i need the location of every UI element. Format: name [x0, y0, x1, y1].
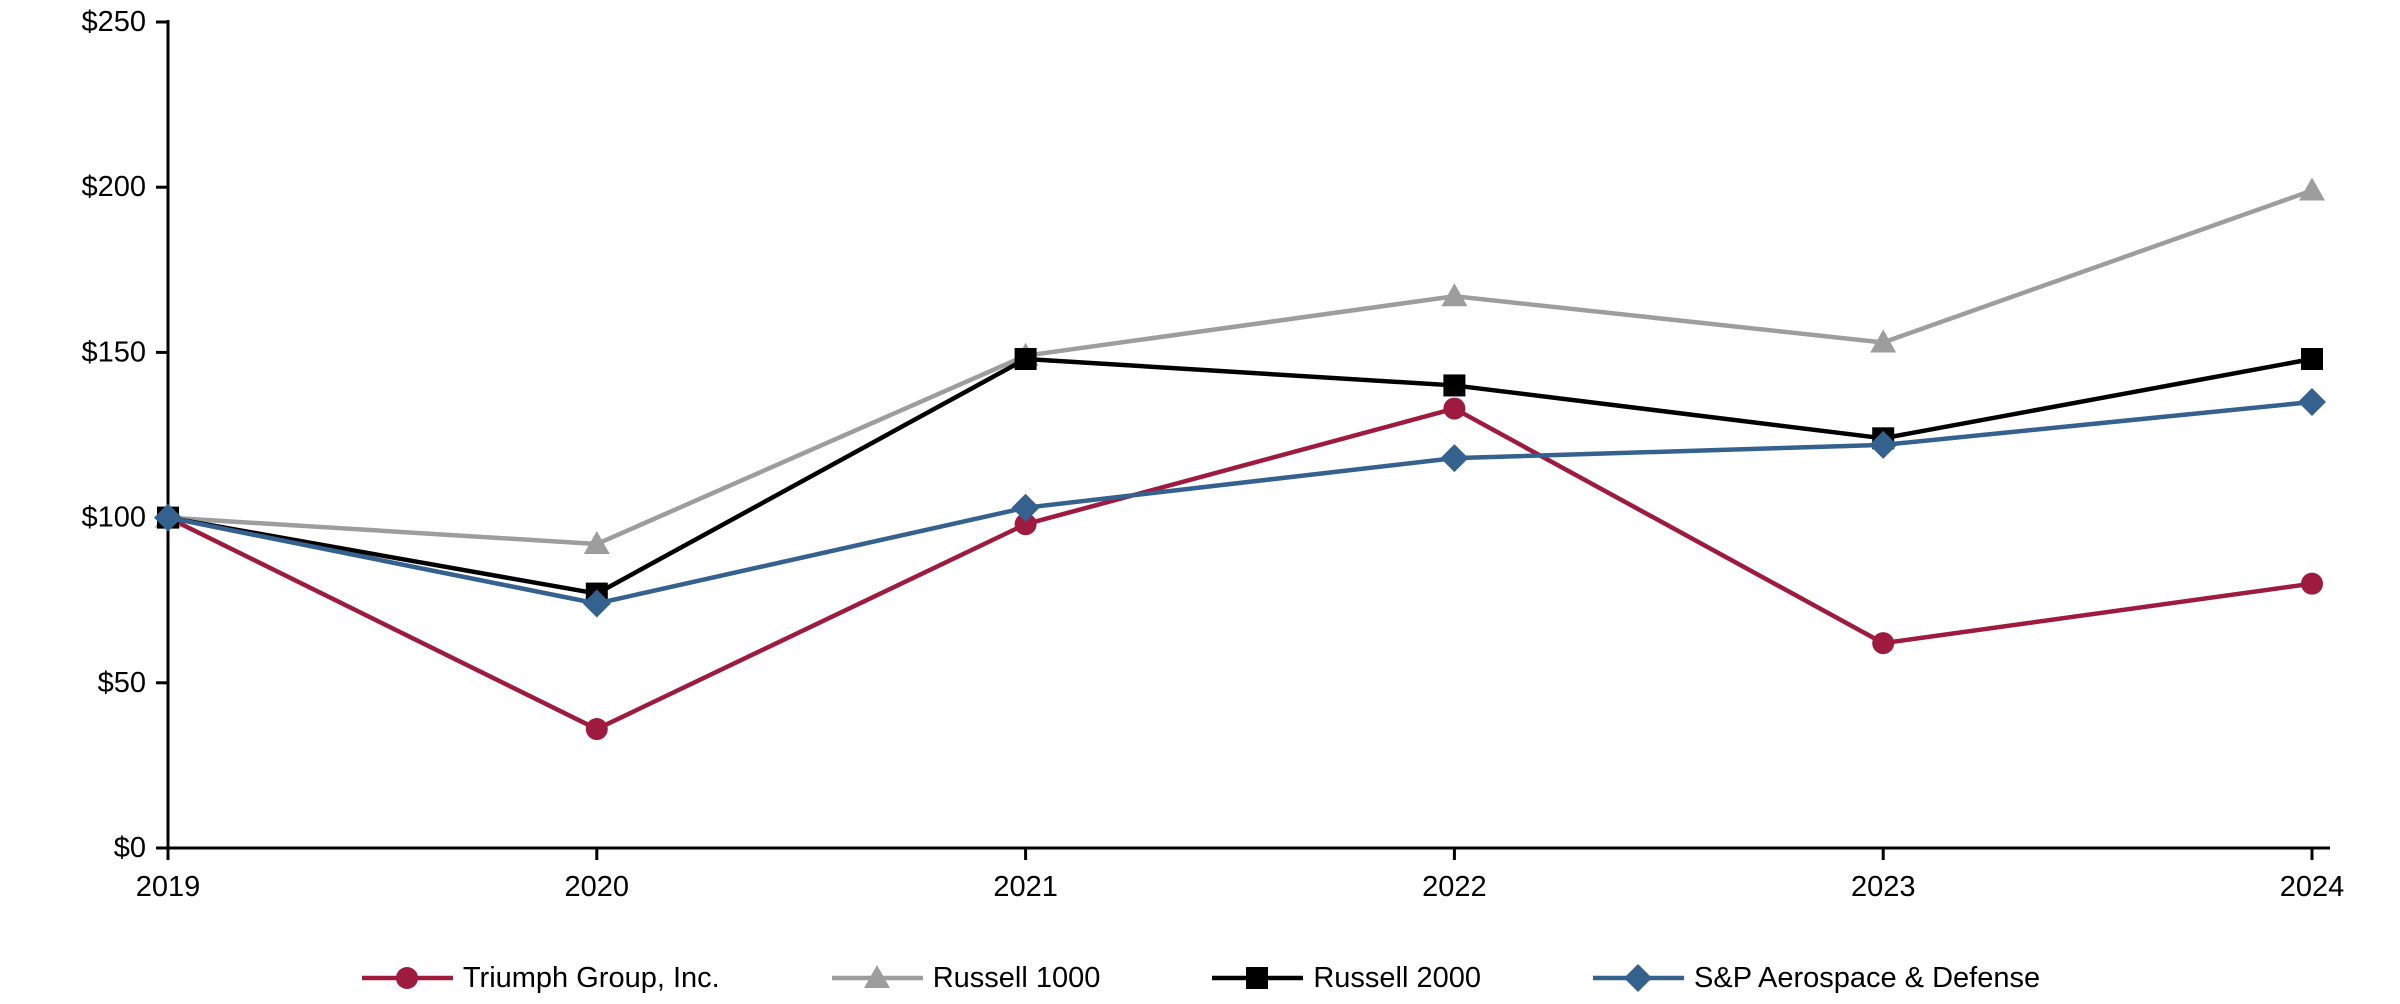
series-marker [1440, 444, 1469, 473]
legend-item-sp-aerospace-defense: S&P Aerospace & Defense [1591, 961, 2040, 995]
x-axis-tick-label: 2019 [136, 871, 201, 903]
triangle-marker-icon [831, 965, 923, 988]
y-axis-tick-label: $100 [81, 502, 146, 534]
series-marker [585, 718, 608, 741]
legend-marker-shape [395, 967, 418, 989]
legend-marker-shape [1624, 964, 1653, 992]
legend-item-triumph-group: Triumph Group, Inc. [360, 961, 720, 995]
y-axis-tick-label: $0 [114, 832, 146, 864]
series-marker [583, 531, 610, 555]
series-line [165, 356, 2315, 596]
x-axis-tick-label: 2020 [565, 871, 630, 903]
series-marker [1443, 374, 1466, 397]
series-marker [582, 589, 611, 618]
legend-label-russell-2000: Russell 2000 [1313, 961, 1482, 994]
legend-item-russell-1000: Russell 1000 [830, 961, 1101, 995]
y-axis-tick-label: $200 [81, 171, 146, 203]
x-axis-tick-label: 2021 [993, 871, 1058, 903]
legend-marker-shape [1246, 967, 1269, 989]
y-axis-tick-label: $150 [81, 336, 146, 368]
series-marker [154, 503, 182, 532]
series-marker [2301, 348, 2323, 371]
series-marker [1441, 283, 1468, 307]
series-line [165, 406, 2315, 732]
series-marker [1869, 430, 1898, 459]
series-marker [1872, 632, 1895, 655]
series-line [165, 399, 2315, 606]
legend-label-triumph-group: Triumph Group, Inc. [462, 961, 720, 994]
series-marker [1443, 397, 1466, 420]
x-axis-tick-label: 2022 [1422, 871, 1487, 903]
series-marker [1870, 329, 1897, 353]
y-axis-tick-label: $50 [98, 667, 146, 699]
legend-marker-shape [863, 965, 890, 988]
series-marker [1011, 493, 1040, 522]
series-marker [1014, 348, 1037, 371]
circle-marker-icon [361, 967, 453, 989]
series-marker [2301, 572, 2323, 595]
diamond-marker-icon [1593, 964, 1685, 992]
legend-item-russell-2000: Russell 2000 [1210, 961, 1481, 995]
chart-legend: Triumph Group, Inc. Russell 1000 Russell… [0, 961, 2400, 995]
series-marker [1014, 513, 1037, 536]
series-marker [2299, 177, 2325, 201]
x-axis-tick-label: 2024 [2280, 871, 2345, 903]
legend-label-sp-aerospace-defense: S&P Aerospace & Defense [1694, 961, 2041, 994]
series-line [165, 188, 2315, 547]
square-marker-icon [1212, 967, 1304, 989]
chart-plot-area: $0 $50 $100 $150 $200 $250 2019 2020 2021 2022 202… [81, 6, 2345, 903]
y-axis-tick-label: $250 [81, 6, 146, 38]
series-marker [2298, 387, 2326, 416]
legend-label-russell-1000: Russell 1000 [932, 961, 1101, 994]
x-axis-tick-label: 2023 [1851, 871, 1916, 903]
